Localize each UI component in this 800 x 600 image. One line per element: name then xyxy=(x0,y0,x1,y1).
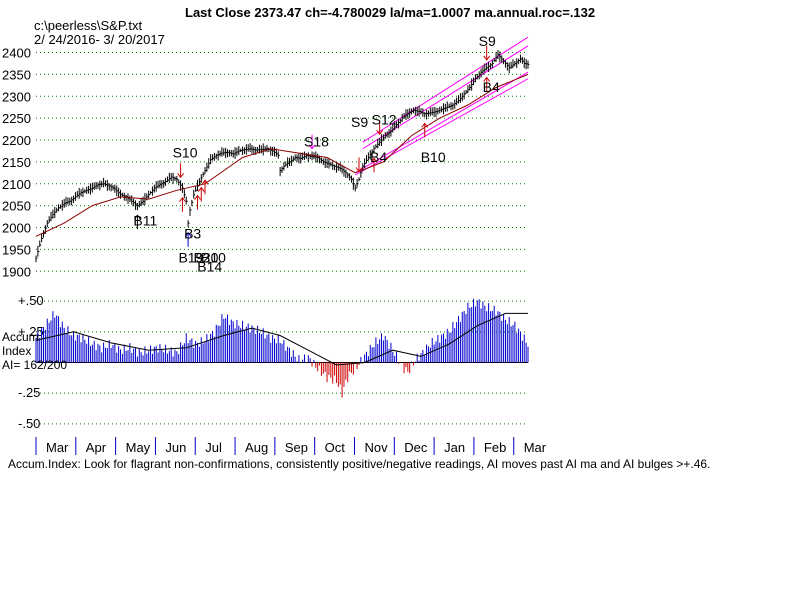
price-y-tick: 2400 xyxy=(2,46,31,61)
accum-moving-average xyxy=(35,312,528,366)
signal-label: B3 xyxy=(184,225,201,241)
signal-arrowhead xyxy=(201,179,209,185)
signal-arrowhead xyxy=(355,167,363,173)
accum-y-tick: +.25 xyxy=(18,324,44,339)
month-label: Dec xyxy=(404,440,428,455)
price-y-tick: 2050 xyxy=(2,199,31,214)
signal-arrowhead xyxy=(483,55,491,61)
signal-label: S9 xyxy=(479,33,496,49)
signal-arrowhead xyxy=(177,173,184,179)
channel-line xyxy=(354,78,529,176)
signal-arrowhead xyxy=(370,157,378,163)
month-label: Apr xyxy=(86,440,107,455)
price-y-tick: 2000 xyxy=(2,221,31,236)
month-label: Jul xyxy=(205,440,222,455)
price-y-tick: 2300 xyxy=(2,89,31,104)
signal-arrowhead xyxy=(179,196,186,203)
price-y-tick: 2250 xyxy=(2,111,31,126)
price-y-tick: 1900 xyxy=(2,264,31,279)
signal-arrowhead xyxy=(184,231,192,238)
month-label: Oct xyxy=(325,440,346,455)
month-label: Sep xyxy=(285,440,308,455)
month-label: Aug xyxy=(245,440,268,455)
signal-label: S10 xyxy=(173,145,198,161)
price-y-tick-labels: 2400 2350 2300 2250 2200 2150 2100 2050 2000 1950… xyxy=(2,46,31,280)
signal-label: B4 xyxy=(370,149,387,165)
signal-label: S9 xyxy=(351,114,368,130)
accum-y-tick-labels: +.50 +.25 -.25 -.50 xyxy=(18,293,44,431)
month-label: May xyxy=(126,440,151,455)
signal-arrowhead xyxy=(134,214,141,220)
price-y-tick: 2350 xyxy=(2,67,31,82)
accum-y-tick: -.50 xyxy=(18,416,40,431)
month-label: Jun xyxy=(165,440,186,455)
month-label: Feb xyxy=(484,440,506,455)
price-gridlines xyxy=(36,52,528,272)
channel-line xyxy=(354,71,529,174)
footer-note: Accum.Index: Look for flagrant non-confi… xyxy=(8,457,710,471)
signal-arrowhead xyxy=(308,144,316,150)
month-label: Jan xyxy=(444,440,465,455)
signal-label: B11 xyxy=(133,212,157,228)
price-y-tick: 2100 xyxy=(2,177,31,192)
month-label: Mar xyxy=(46,440,69,455)
file-path: c:\peerless\S&P.txt xyxy=(34,18,143,33)
channel-line xyxy=(362,36,529,143)
signal-arrowhead xyxy=(376,130,384,136)
month-label: Nov xyxy=(364,440,388,455)
price-moving-average xyxy=(35,73,529,237)
date-range: 2/ 24/2016- 3/ 20/2017 xyxy=(34,32,165,47)
price-y-tick: 2200 xyxy=(2,133,31,148)
accum-legend-line2: Index xyxy=(2,344,31,358)
chart-title: Last Close 2373.47 ch=-4.780029 la/ma=1.… xyxy=(185,5,595,20)
accum-y-tick: -.25 xyxy=(18,385,40,400)
accum-legend-line3: AI= 162/200 xyxy=(2,358,67,372)
signal-arrowhead xyxy=(483,76,491,82)
signal-label: B10 xyxy=(201,250,226,266)
price-y-tick: 1950 xyxy=(2,242,31,257)
price-y-tick: 2150 xyxy=(2,155,31,170)
accum-index-bars xyxy=(35,298,529,398)
signal-label: B19 xyxy=(178,250,203,266)
signal-label: B4 xyxy=(483,79,500,95)
signal-label: S12 xyxy=(372,112,397,128)
month-label: Mar xyxy=(524,440,547,455)
signal-label: B20 xyxy=(193,250,218,266)
accum-legend-line1: Accum xyxy=(2,330,39,344)
accum-y-tick: +.50 xyxy=(18,293,44,308)
price-ohlc-bars xyxy=(35,49,530,263)
signal-arrowhead xyxy=(197,186,205,192)
signal-arrowhead xyxy=(421,122,429,128)
signal-arrowhead xyxy=(194,194,201,200)
trend-channel-lines xyxy=(354,36,529,176)
signal-label: B14 xyxy=(197,258,222,274)
signal-label: S18 xyxy=(304,134,329,150)
channel-line xyxy=(362,45,529,150)
month-axis: Mar Apr May Jun Jul Aug Sep Oct Nov Dec Jan Feb Mar xyxy=(35,437,547,455)
signal-label: B10 xyxy=(421,149,446,165)
